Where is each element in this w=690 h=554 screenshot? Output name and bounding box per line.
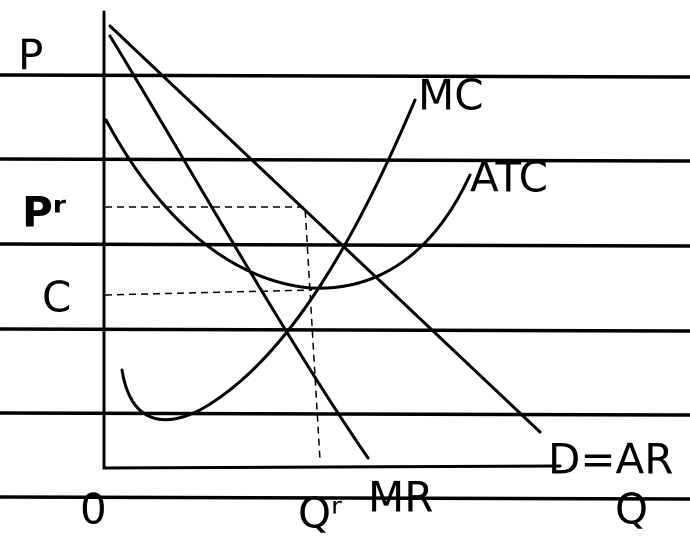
mr-label: MR — [368, 473, 433, 522]
cost-guide — [105, 290, 312, 295]
x-axis-label: Q — [615, 485, 648, 534]
atc-label: ATC — [470, 153, 548, 202]
atc-curve — [106, 120, 470, 288]
origin-label: 0 — [80, 485, 107, 534]
demand-label: D=AR — [548, 435, 673, 484]
mc-curve — [122, 100, 415, 420]
diagram: P Pʳ C MC ATC D=AR 0 Qʳ MR Q — [0, 0, 690, 554]
quantity-label: Qʳ — [298, 489, 342, 538]
cost-label: C — [42, 273, 71, 322]
axes — [104, 12, 560, 468]
mc-label: MC — [418, 71, 484, 120]
page: P Pʳ C MC ATC D=AR 0 Qʳ MR Q (() => { co… — [0, 0, 690, 554]
y-axis-label: P — [18, 31, 43, 80]
price-label: Pʳ — [22, 188, 67, 237]
mr-curve — [110, 36, 368, 458]
